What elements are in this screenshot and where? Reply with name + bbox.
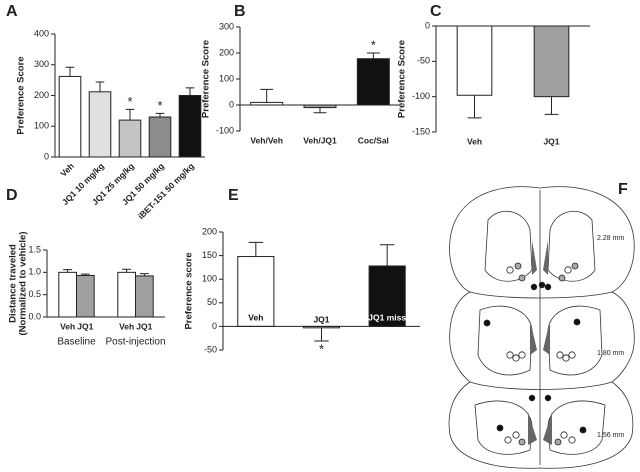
bar — [178, 95, 202, 158]
injection-sites — [483, 262, 587, 446]
series-label: JQ1 — [136, 321, 152, 331]
y-tick-label: 100 — [202, 274, 217, 284]
y-tick-label: -100 — [216, 125, 234, 135]
y-tick-label: 0.5 — [28, 289, 41, 299]
striatum — [477, 305, 603, 376]
error-bar — [314, 327, 329, 342]
x-tick-label: Veh/Veh — [250, 135, 283, 145]
y-tick-label: 400 — [34, 28, 49, 38]
error-bar — [248, 241, 264, 257]
panel-letter: A — [6, 3, 18, 20]
significance: * — [157, 98, 162, 113]
section-label: 2.28 mm — [597, 235, 624, 242]
series-label: JQ1 — [77, 321, 93, 331]
y-tick-label: 100 — [34, 121, 49, 131]
bar — [356, 58, 390, 106]
y-axis-label: Preference Score — [201, 40, 212, 118]
error-bar — [260, 88, 274, 103]
ventricle — [484, 211, 596, 282]
y-tick-label: -50 — [417, 56, 430, 66]
bar — [533, 25, 570, 98]
error-bar — [379, 244, 395, 266]
x-tick-label: Baseline — [57, 337, 96, 348]
error-bar — [65, 66, 75, 77]
panel-letter: B — [234, 3, 246, 20]
bar — [88, 91, 112, 158]
significance: * — [319, 341, 324, 356]
error-bar — [155, 112, 165, 118]
bar — [117, 271, 137, 318]
y-axis-label: Preference Score — [16, 56, 27, 134]
y-axis-label: Preference Score — [397, 40, 408, 118]
bar — [58, 271, 77, 318]
significance: * — [127, 94, 132, 109]
y-tick-label: -100 — [412, 91, 430, 101]
panel-letter: E — [228, 187, 239, 204]
y-tick-label: -150 — [412, 126, 430, 136]
error-bar — [366, 52, 380, 59]
y-tick-label: 200 — [34, 90, 49, 100]
y-tick-label: 0.0 — [28, 311, 41, 321]
y-tick-label: 300 — [34, 59, 49, 69]
y-tick-label: 0 — [212, 321, 217, 331]
section-label: 1.56 mm — [597, 432, 624, 439]
y-axis-label: (Normalized to vehicle) — [18, 232, 29, 336]
y-tick-label: -50 — [204, 344, 217, 354]
error-bar — [313, 107, 327, 114]
panel-letter: F — [618, 181, 628, 198]
x-tick-label: Veh — [467, 136, 482, 146]
y-tick-label: 1.5 — [28, 244, 41, 254]
error-bar — [63, 269, 73, 273]
significance: * — [371, 37, 376, 52]
y-tick-label: 200 — [202, 226, 217, 236]
section-outline — [448, 186, 635, 469]
bar — [118, 119, 142, 158]
bar — [76, 274, 95, 318]
panel-letter: C — [430, 3, 442, 20]
y-tick-label: 150 — [202, 250, 217, 260]
x-tick-label: Post-injection — [105, 337, 165, 348]
x-tick-label: Coc/Sal — [358, 135, 389, 145]
y-tick-label: 0 — [229, 99, 234, 109]
y-tick-label: 100 — [219, 73, 234, 83]
bar — [135, 275, 154, 318]
error-bar — [125, 108, 135, 121]
series-label: Veh — [119, 321, 134, 331]
ventricle-fill — [528, 240, 552, 445]
brain-atlas: F 2.28 mm 1.80 mm 1.56 mm — [448, 181, 635, 469]
series-label: Veh — [60, 321, 75, 331]
bar — [368, 265, 406, 327]
error-bar — [95, 81, 105, 92]
x-tick-label: JQ1 — [543, 136, 559, 146]
y-tick-label: 0 — [425, 20, 430, 30]
y-tick-label: 200 — [219, 47, 234, 57]
bar — [148, 116, 172, 158]
error-bar — [80, 273, 90, 276]
bar-label: JQ1 miss — [368, 313, 406, 323]
x-tick-label: Veh/JQ1 — [303, 135, 337, 145]
y-tick-label: 300 — [219, 21, 234, 31]
error-bar — [467, 95, 482, 119]
error-bar — [544, 96, 559, 115]
x-tick-label: iBET-151 50 mg/kg — [136, 161, 196, 221]
error-bar — [122, 268, 132, 273]
x-tick-label: Veh — [58, 161, 76, 179]
bar — [237, 256, 275, 327]
error-bar — [139, 273, 149, 276]
panel-letter: D — [6, 187, 18, 204]
bar-label: JQ1 — [313, 315, 329, 325]
bar-label: Veh — [248, 313, 263, 323]
y-axis-label: Distance traveled — [8, 244, 19, 323]
y-tick-label: 1.0 — [28, 267, 41, 277]
error-bar — [185, 87, 195, 96]
y-axis-label: Preference score — [184, 252, 195, 329]
y-tick-label: 0 — [44, 151, 49, 161]
bar — [456, 25, 493, 96]
bar — [58, 75, 82, 158]
y-tick-label: 50 — [207, 297, 217, 307]
section-label: 1.80 mm — [597, 350, 624, 357]
